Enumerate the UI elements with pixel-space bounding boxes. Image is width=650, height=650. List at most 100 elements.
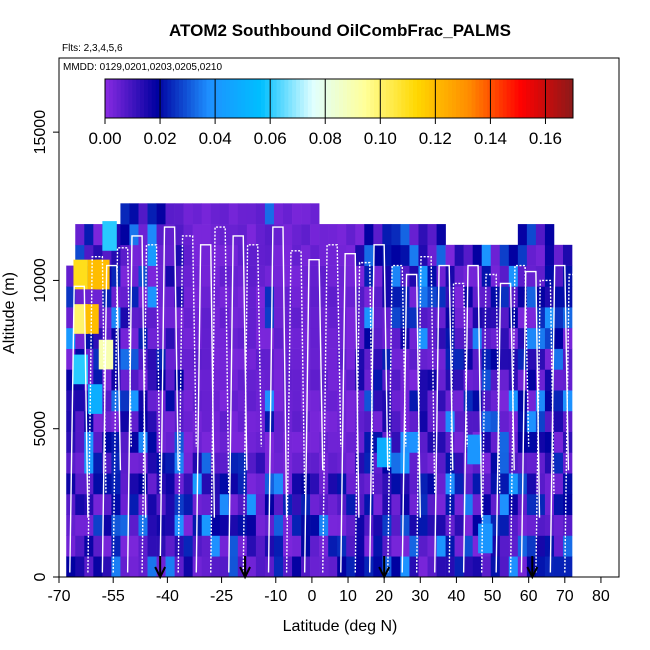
heat-cell — [147, 265, 157, 287]
heat-cell — [544, 535, 555, 557]
heat-cell — [192, 369, 203, 391]
heat-cell — [436, 327, 446, 349]
heat-cell — [237, 286, 248, 308]
colorbar-segment — [545, 79, 551, 118]
heat-cell — [472, 369, 483, 391]
heat-cell — [553, 265, 564, 287]
heat-cell — [436, 224, 446, 246]
heat-cell — [409, 286, 419, 308]
heat-cell — [310, 556, 320, 577]
heat-cell — [301, 348, 311, 370]
heat-cell — [183, 410, 193, 432]
heat-cell — [292, 307, 302, 329]
colorbar-segment — [401, 79, 406, 118]
heat-cell — [301, 286, 311, 308]
colorbar-segment — [350, 79, 356, 118]
colorbar-segment — [132, 79, 137, 118]
heat-cell — [328, 535, 338, 557]
heat-cell — [328, 410, 338, 432]
heat-cell — [526, 244, 537, 266]
heat-cell — [283, 224, 293, 246]
colorbar-segment — [198, 79, 203, 118]
heat-cell — [201, 431, 212, 453]
heat-cell — [255, 535, 266, 557]
heat-cell — [319, 244, 329, 266]
heat-cell — [346, 369, 356, 391]
heat-cell — [283, 410, 293, 432]
heat-cell — [355, 307, 365, 329]
colorbar-segment — [147, 79, 153, 118]
heat-cell — [201, 286, 212, 308]
colorbar-segment — [190, 79, 196, 118]
heat-cell — [472, 556, 483, 577]
colorbar-segment — [459, 79, 465, 118]
colorbar-segment — [370, 79, 375, 118]
heat-cell — [337, 556, 347, 577]
colorbar-tick-label: 0.08 — [309, 129, 342, 148]
heat-cell — [418, 327, 428, 349]
heat-cell — [526, 473, 537, 495]
heat-cell — [355, 452, 365, 474]
heat-cell — [228, 348, 239, 370]
heat-cell — [490, 452, 501, 474]
heat-cell — [183, 265, 193, 287]
heat-cell — [219, 473, 230, 495]
heat-cell — [264, 307, 275, 329]
heat-cell — [84, 556, 94, 577]
heat-cell — [319, 224, 329, 246]
colorbar-segment — [307, 79, 313, 118]
heat-cell — [373, 410, 383, 432]
heat-cell — [237, 473, 248, 495]
heat-cell — [147, 307, 157, 329]
heat-cell — [400, 556, 410, 577]
y-axis: 0 5000 10000 15000 — [32, 110, 59, 581]
heat-cell — [373, 493, 383, 516]
heat-cell — [346, 493, 356, 516]
colorbar-segment — [335, 79, 340, 118]
heat-cell — [147, 348, 157, 370]
heat-cell — [427, 369, 437, 391]
flight-track — [481, 273, 501, 573]
heat-cell — [111, 286, 121, 308]
heat-cell — [373, 556, 383, 577]
colorbar-segment — [300, 79, 305, 118]
heat-cell — [436, 286, 446, 308]
heat-cell — [138, 535, 148, 557]
flight-track — [195, 244, 216, 573]
heat-cell — [174, 390, 184, 412]
heat-cell — [102, 369, 112, 391]
heat-cell — [183, 348, 193, 370]
colorbar-segment — [315, 79, 320, 118]
heat-cell — [255, 348, 266, 370]
heat-cell — [481, 556, 492, 577]
colorbar-segment — [561, 79, 566, 118]
heat-cell — [147, 452, 157, 474]
heat-cell — [273, 390, 284, 412]
heat-cell — [156, 369, 166, 391]
heat-cell — [355, 327, 365, 349]
heat-cell — [427, 390, 437, 412]
heat-cell — [201, 410, 212, 432]
heat-cell — [391, 556, 401, 577]
heat-cell — [481, 410, 492, 432]
heat-cell — [264, 327, 275, 349]
colorbar-segment — [210, 79, 215, 118]
heat-cell — [364, 286, 374, 308]
heat-cell — [400, 307, 410, 329]
heat-cell — [237, 431, 248, 453]
heat-cell — [553, 493, 564, 516]
heat-cell — [535, 286, 546, 308]
heat-cell — [409, 493, 419, 516]
heat-cell — [165, 327, 175, 349]
heat-cell — [337, 265, 347, 287]
heat-cell — [246, 535, 257, 557]
heat-cell — [210, 327, 221, 349]
x-tick-label: 10 — [339, 588, 357, 605]
heat-cell — [310, 327, 320, 349]
heat-cell — [346, 431, 356, 453]
heat-cell — [310, 203, 320, 225]
heat-cell — [219, 535, 230, 557]
heat-cell — [156, 244, 166, 266]
heat-cell — [183, 493, 193, 516]
heat-cell — [102, 514, 112, 536]
